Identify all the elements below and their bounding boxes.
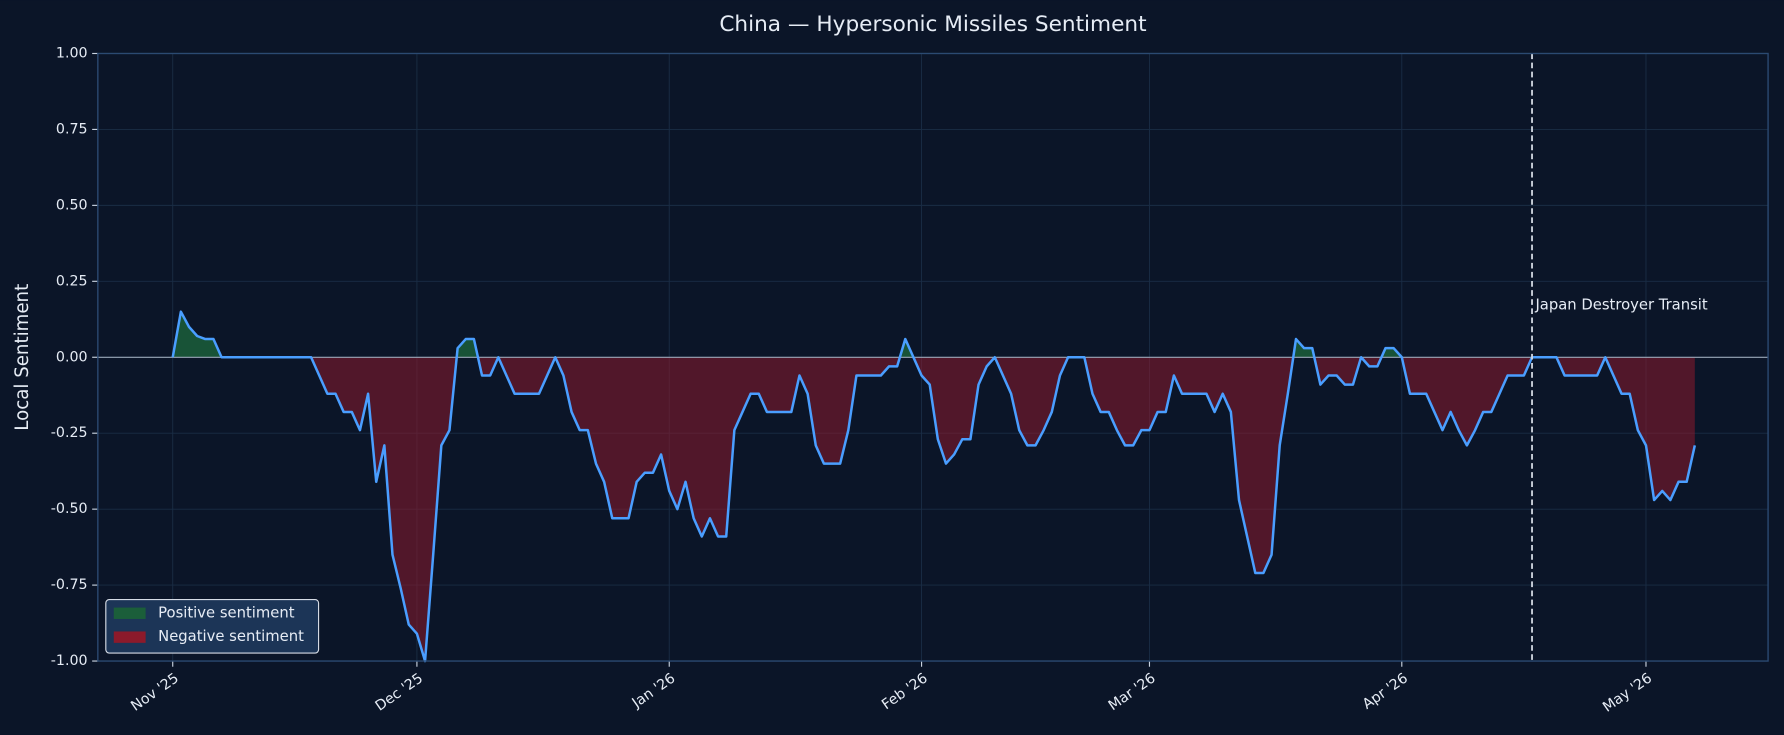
y-tick-label: -1.00 [51,653,88,669]
y-tick-label: 0.00 [56,349,88,365]
legend-swatch [113,631,146,643]
y-tick-label: 0.50 [56,197,88,213]
legend-label: Negative sentiment [158,628,304,645]
chart-title: China — Hypersonic Missiles Sentiment [719,12,1146,37]
legend-label: Positive sentiment [158,604,295,621]
y-tick-label: 1.00 [56,45,88,61]
legend-box [105,599,320,654]
y-tick-label: -0.25 [51,425,88,441]
y-tick-label: -0.50 [51,501,88,517]
y-axis-label: Local Sentiment [12,284,33,431]
y-tick-label: -0.75 [51,577,88,593]
y-tick-label: 0.75 [56,121,88,137]
plot-frame [97,52,1769,662]
legend-swatch [113,607,146,619]
event-label: Japan Destroyer Transit [1534,297,1707,314]
y-tick-label: 0.25 [56,273,88,289]
sentiment-line [171,310,1697,663]
